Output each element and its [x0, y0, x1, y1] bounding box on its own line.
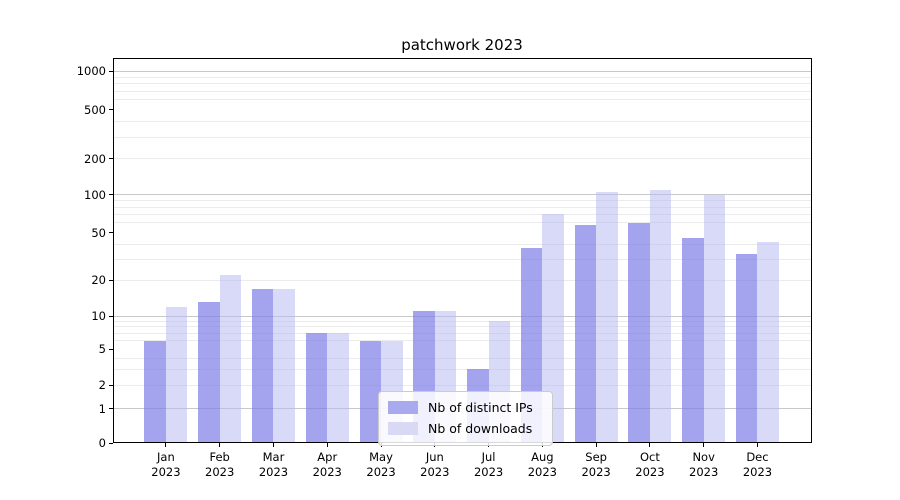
gridline-minor — [113, 206, 812, 208]
bar-distinct-ips — [359, 340, 382, 443]
bar-downloads — [219, 275, 242, 443]
x-tick-label: Feb 2023 — [205, 450, 235, 479]
y-tick-mark — [109, 70, 113, 72]
y-tick-mark — [109, 315, 113, 317]
gridline-major — [113, 70, 812, 72]
legend-label-distinct-ips: Nb of distinct IPs — [428, 400, 533, 415]
y-tick-label: 5 — [98, 342, 106, 357]
y-tick-label: 1 — [98, 401, 106, 416]
y-tick-label: 2 — [98, 378, 106, 393]
legend-item-distinct-ips: Nb of distinct IPs — [388, 397, 543, 418]
gridline-major — [113, 194, 812, 196]
bar-distinct-ips — [305, 333, 328, 443]
gridline-minor — [113, 326, 812, 328]
y-tick-mark — [109, 279, 113, 281]
bar-distinct-ips — [735, 254, 758, 443]
x-tick-mark — [272, 443, 274, 447]
gridline-minor — [113, 222, 812, 224]
y-tick-label: 10 — [91, 309, 106, 324]
x-tick-mark — [649, 443, 651, 447]
gridline-minor — [113, 332, 812, 334]
y-tick-label: 50 — [91, 225, 106, 240]
gridline-minor — [113, 136, 812, 138]
bar-downloads — [757, 241, 779, 443]
y-tick-mark — [109, 384, 113, 386]
y-tick-mark — [109, 194, 113, 196]
bar-downloads — [649, 189, 672, 443]
bar-distinct-ips — [144, 340, 166, 443]
gridline-minor — [113, 200, 812, 202]
gridline-minor — [113, 76, 812, 78]
y-tick-mark — [109, 408, 113, 410]
bar-downloads — [542, 214, 564, 443]
gridline-minor — [113, 357, 812, 359]
x-tick-mark — [703, 443, 705, 447]
x-tick-mark — [756, 443, 758, 447]
legend: Nb of distinct IPs Nb of downloads — [378, 391, 553, 446]
gridline-minor — [113, 384, 812, 386]
gridline-minor — [113, 340, 812, 342]
legend-label-downloads: Nb of downloads — [428, 421, 533, 436]
x-tick-label: Oct 2023 — [635, 450, 665, 479]
bar-downloads — [327, 333, 349, 443]
x-tick-label: May 2023 — [366, 450, 396, 479]
x-tick-mark — [595, 443, 597, 447]
gridline-minor — [113, 243, 812, 245]
gridline-minor — [113, 279, 812, 281]
gridline-minor — [113, 158, 812, 160]
x-tick-label: Dec 2023 — [742, 450, 773, 479]
gridline-minor — [113, 83, 812, 85]
gridline-minor — [113, 121, 812, 123]
x-tick-label: Aug 2023 — [527, 450, 557, 479]
y-tick-mark — [109, 348, 113, 350]
bar-distinct-ips — [251, 288, 274, 443]
legend-swatch-distinct-ips — [388, 401, 418, 414]
x-tick-label: Jan 2023 — [151, 450, 181, 479]
y-tick-mark — [109, 232, 113, 234]
gridline-minor — [113, 90, 812, 92]
y-tick-label: 500 — [84, 102, 106, 117]
x-tick-label: Apr 2023 — [312, 450, 342, 479]
x-tick-mark — [326, 443, 328, 447]
gridline-major — [113, 315, 812, 317]
bar-distinct-ips — [574, 224, 597, 443]
gridline-minor — [113, 258, 812, 260]
y-tick-mark — [109, 442, 113, 444]
y-tick-mark — [109, 158, 113, 160]
y-tick-label: 0 — [98, 436, 106, 450]
y-tick-label: 1000 — [76, 64, 106, 79]
bar-distinct-ips — [682, 238, 704, 443]
bar-distinct-ips — [628, 222, 650, 443]
chart-title: patchwork 2023 — [401, 36, 523, 54]
y-tick-label: 20 — [91, 273, 106, 288]
bar-downloads — [596, 192, 618, 443]
x-tick-label: Jun 2023 — [420, 450, 450, 479]
bar-downloads — [703, 194, 726, 443]
legend-item-downloads: Nb of downloads — [388, 418, 543, 439]
gridline-minor — [113, 213, 812, 215]
gridline-minor — [113, 99, 812, 101]
x-tick-label: Sep 2023 — [581, 450, 611, 479]
x-tick-label: Nov 2023 — [689, 450, 719, 479]
plot-area — [113, 58, 812, 443]
gridline-minor — [113, 368, 812, 370]
x-tick-label: Mar 2023 — [258, 450, 289, 479]
bar-downloads — [273, 288, 295, 443]
y-tick-mark — [109, 109, 113, 111]
bar-distinct-ips — [198, 302, 220, 443]
y-tick-label: 100 — [84, 187, 106, 202]
y-tick-label: 200 — [84, 151, 106, 166]
x-tick-label: Jul 2023 — [473, 450, 504, 479]
x-tick-mark — [219, 443, 221, 447]
legend-swatch-downloads — [388, 422, 418, 435]
gridline-minor — [113, 320, 812, 322]
x-tick-mark — [165, 443, 167, 447]
bar-downloads — [165, 306, 188, 443]
